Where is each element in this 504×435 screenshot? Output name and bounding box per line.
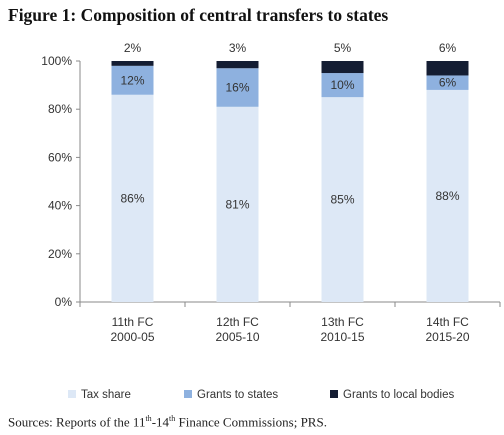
bar-tax-share (111, 94, 154, 303)
data-label-grants-to-states: 12% (120, 73, 144, 87)
bar-tax-share (321, 97, 364, 303)
bar-grants-to-states (321, 73, 364, 98)
x-category-period: 2010-15 (320, 330, 364, 344)
x-category-period: 2000-05 (110, 330, 154, 344)
bar-grants-to-states (426, 75, 469, 90)
legend-item-grants-to-states: Grants to states (184, 389, 278, 401)
bar-grants-to-local-bodies (321, 61, 364, 74)
data-label-grants-to-states: 16% (225, 81, 249, 95)
legend-item-grants-to-local-bodies: Grants to local bodies (330, 389, 454, 401)
bar-tax-share (426, 89, 469, 302)
data-label-grants-to-states: 6% (439, 76, 457, 90)
y-tick-label: 80% (48, 102, 72, 116)
bar-grants-to-states (111, 65, 154, 95)
data-label-tax-share: 85% (330, 193, 354, 207)
legend-item-tax-share: Tax share (68, 389, 131, 401)
bar-grants-to-local-bodies (426, 61, 469, 76)
source-sup-1: th (145, 414, 152, 423)
data-label-tax-share: 86% (120, 191, 144, 205)
data-label-grants-to-local-bodies: 3% (229, 41, 247, 55)
y-tick-label: 0% (55, 295, 73, 309)
y-tick-label: 40% (48, 199, 72, 213)
source-middle: -14 (151, 414, 170, 430)
data-label-grants-to-local-bodies: 6% (439, 41, 457, 55)
bar-grants-to-local-bodies (216, 61, 259, 69)
y-tick-label: 60% (48, 150, 72, 164)
bar-tax-share (216, 106, 259, 302)
stacked-bar-chart: 0% 20% 40% 60% 80% 100% 86% 12% 2% 11th FC2000-05… (41, 41, 501, 344)
x-category-label: 11th FC (112, 315, 154, 329)
source-suffix: Finance Commissions; PRS. (175, 414, 327, 430)
x-category-label: 14th FC (426, 315, 469, 329)
y-tick-label: 20% (48, 247, 72, 261)
source-sup-2: th (169, 414, 176, 423)
bar-grants-to-states (216, 68, 259, 107)
data-label-tax-share: 81% (225, 197, 249, 211)
data-label-grants-to-states: 10% (330, 78, 354, 92)
y-tick-label: 100% (41, 54, 72, 68)
source-note: Sources: Reports of the 11th-14th Financ… (8, 414, 327, 430)
data-label-grants-to-local-bodies: 5% (334, 41, 352, 55)
bar-grants-to-local-bodies (111, 61, 154, 66)
legend-swatch-grants-to-local-bodies (330, 389, 338, 398)
legend-swatch-grants-to-states (184, 389, 192, 398)
x-category-label: 13th FC (321, 315, 364, 329)
legend-label-grants-to-local-bodies: Grants to local bodies (343, 389, 455, 401)
legend-label-grants-to-states: Grants to states (197, 389, 279, 401)
x-category-label: 12th FC (216, 315, 259, 329)
legend-label-tax-share: Tax share (81, 389, 131, 401)
data-label-grants-to-local-bodies: 2% (124, 41, 142, 55)
legend-swatch-tax-share (68, 389, 76, 398)
chart-title: Figure 1: Composition of central transfe… (8, 5, 389, 25)
source-prefix: Sources: Reports of the 11 (8, 414, 146, 430)
x-category-period: 2015-20 (425, 330, 469, 344)
x-category-period: 2005-10 (215, 330, 259, 344)
data-label-tax-share: 88% (435, 189, 459, 203)
